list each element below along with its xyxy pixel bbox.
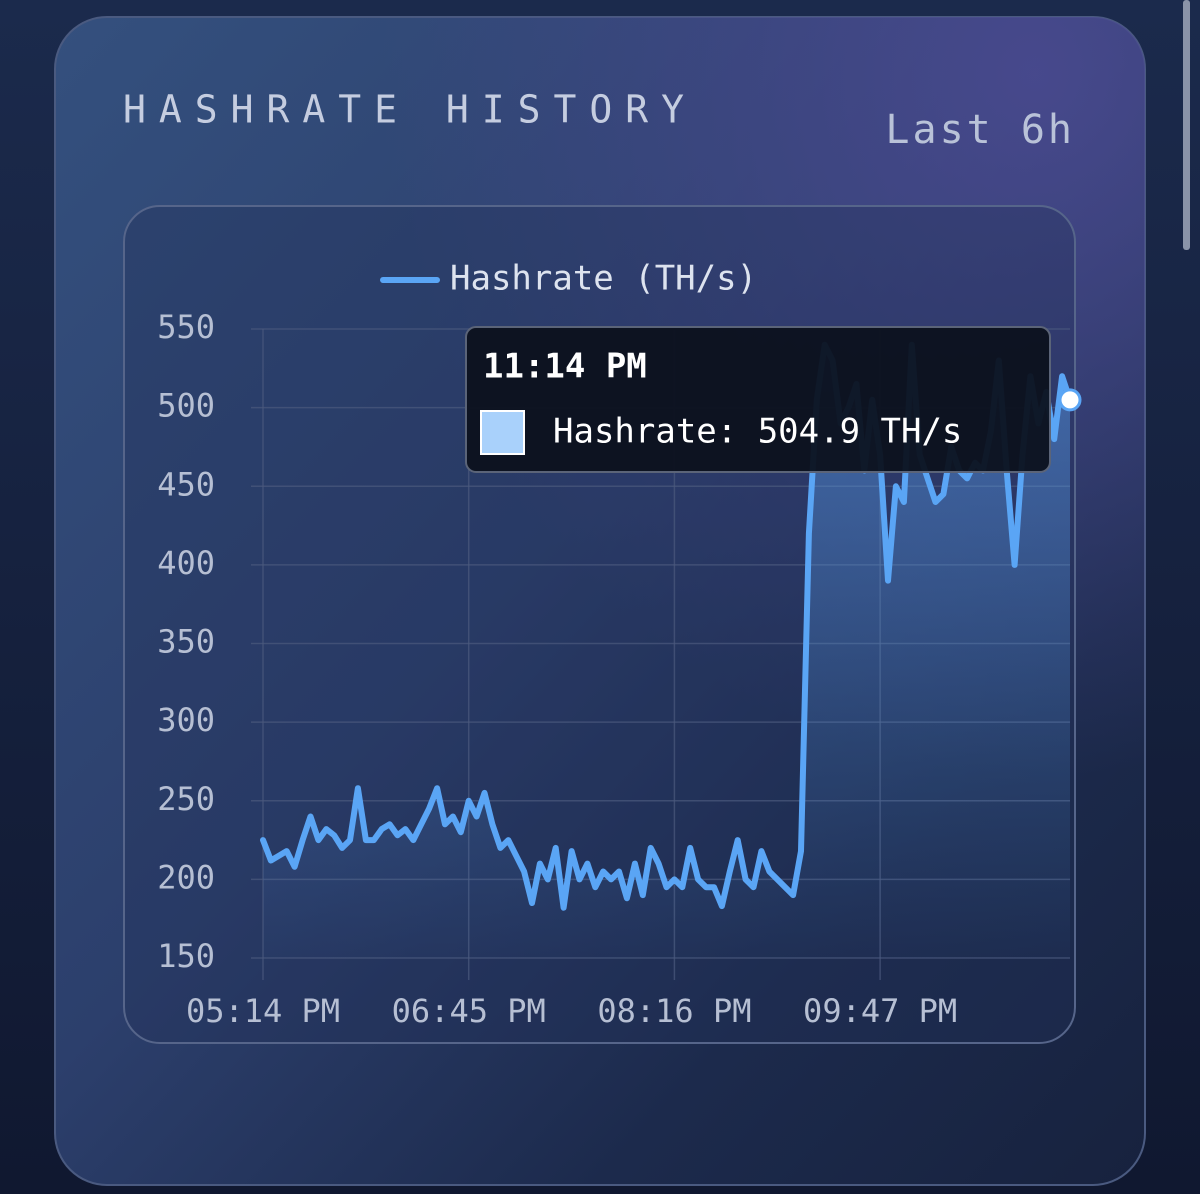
- y-tick-label: 500: [157, 387, 215, 425]
- y-tick-label: 450: [157, 465, 215, 503]
- tooltip: 11:14 PM Hashrate: 504.9 TH/s: [465, 326, 1051, 473]
- y-tick-label: 550: [157, 308, 215, 346]
- y-tick-label: 300: [157, 701, 215, 739]
- line: [260, 341, 1073, 911]
- widget-title: HASHRATE HISTORY: [123, 88, 697, 132]
- scrollbar[interactable]: [1183, 0, 1190, 250]
- x-tick-label: 06:45 PM: [392, 992, 546, 1030]
- y-tick-label: 250: [157, 780, 215, 818]
- y-tick-label: 150: [157, 937, 215, 975]
- hover-point: [1058, 388, 1082, 412]
- x-tick-label: 08:16 PM: [597, 992, 751, 1030]
- x-tick-label: 09:47 PM: [803, 992, 957, 1030]
- y-tick-label: 400: [157, 544, 215, 582]
- tooltip-swatch: [480, 410, 525, 455]
- tooltip-box: [465, 326, 1051, 473]
- line-area: [263, 344, 1070, 958]
- tooltip-label: Hashrate: 504.9 TH/s: [553, 412, 962, 452]
- plot: 150 200 250 300 350 400 450 500 550 05:14 PM 06:45…: [157, 259, 1082, 1030]
- legend-label: Hashrate (TH/s): [450, 259, 757, 299]
- y-tick-label: 350: [157, 623, 215, 661]
- tooltip-title: 11:14 PM: [483, 347, 647, 387]
- x-tick-label: 05:14 PM: [186, 992, 340, 1030]
- y-tick-label: 200: [157, 858, 215, 896]
- time-range[interactable]: Last 6h: [885, 107, 1075, 153]
